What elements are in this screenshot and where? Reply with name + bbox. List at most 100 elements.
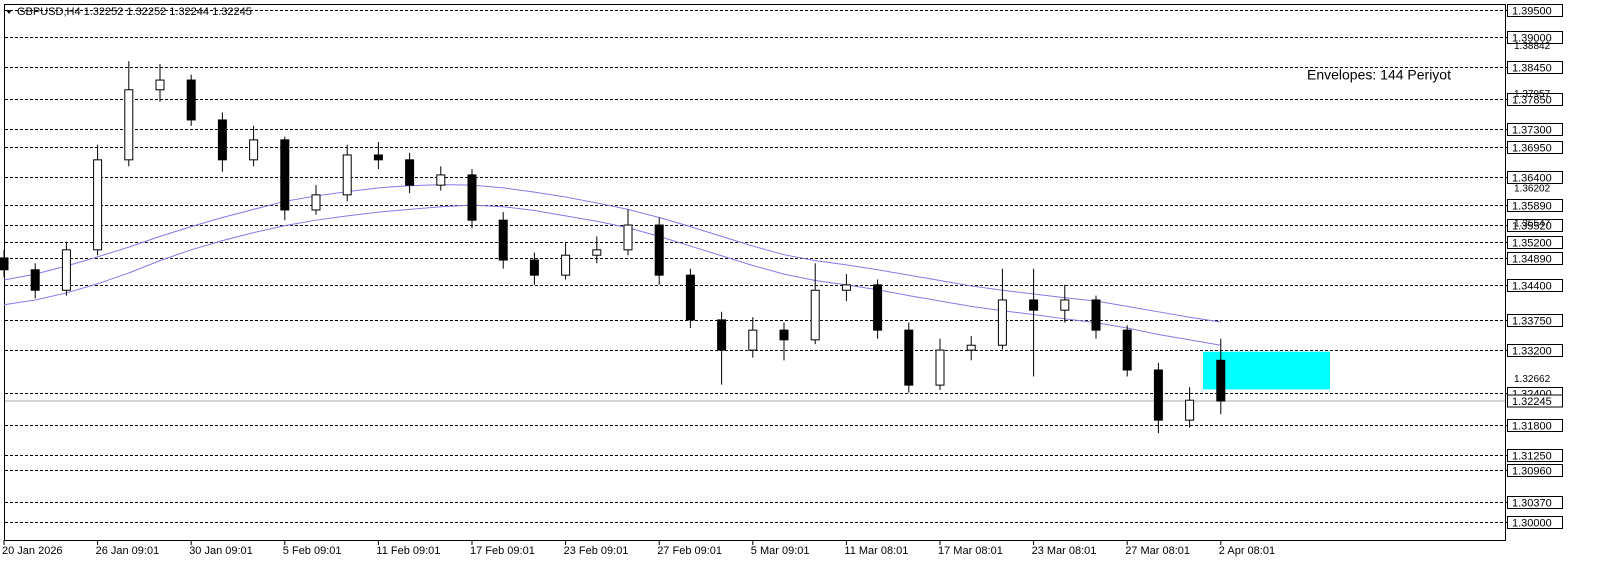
y-label-box xyxy=(1507,344,1563,357)
candle-body xyxy=(436,174,446,186)
candle-body xyxy=(561,254,571,276)
y-tick-label: 1.30370 xyxy=(1512,497,1552,509)
candle-body xyxy=(1153,369,1163,421)
y-label-box xyxy=(1507,516,1563,529)
envelope-line xyxy=(3,184,1221,323)
y-label-box xyxy=(1507,314,1563,327)
y-tick-label: 1.39500 xyxy=(1512,5,1552,17)
candle-body xyxy=(93,159,103,251)
y-label-box xyxy=(1507,141,1563,154)
y-tick-label: 1.30960 xyxy=(1512,465,1552,477)
candle-body xyxy=(810,289,820,341)
candle-body xyxy=(61,249,71,291)
y-label-box xyxy=(1507,123,1563,136)
candle-body xyxy=(30,269,40,291)
y-label-box xyxy=(1507,279,1563,292)
candle-body xyxy=(623,224,633,251)
candle-body xyxy=(717,319,727,351)
price-label: 1.32662 xyxy=(1514,374,1551,385)
y-label-box xyxy=(1507,219,1563,232)
y-label-box xyxy=(1507,93,1563,106)
candle-body xyxy=(1060,299,1070,311)
x-tick-label: 23 Feb 09:01 xyxy=(564,545,629,557)
y-tick-label: 1.38450 xyxy=(1512,62,1552,74)
candle-body xyxy=(373,154,383,161)
candle-body xyxy=(1091,299,1101,331)
envelope-line xyxy=(3,204,1221,346)
candle-body xyxy=(311,194,321,211)
candle-body xyxy=(0,257,9,271)
candle-body xyxy=(498,219,508,261)
price-label: 1.35547 xyxy=(1514,219,1551,230)
y-tick-label: 1.35520 xyxy=(1512,220,1552,232)
x-tick-label: 11 Mar 08:01 xyxy=(844,545,908,557)
y-tick-label: 1.34400 xyxy=(1512,280,1552,292)
candle-body xyxy=(529,259,539,276)
candle-body xyxy=(280,139,290,211)
y-tick-label: 1.39000 xyxy=(1512,32,1552,44)
x-tick-label: 11 Feb 09:01 xyxy=(376,545,440,557)
candle-body xyxy=(1029,299,1039,311)
x-tick-label: 27 Mar 08:01 xyxy=(1125,545,1190,557)
candle-body xyxy=(966,344,976,351)
candle-body xyxy=(405,159,415,186)
chart-title: GBPUSD,H4 1.32252 1.32252 1.32244 1.3224… xyxy=(17,6,252,18)
candle-body xyxy=(592,249,602,256)
candle-body xyxy=(873,284,883,331)
y-label-box xyxy=(1507,419,1563,432)
x-tick-label: 30 Jan 09:01 xyxy=(189,545,253,557)
current-price-label: 1.32245 xyxy=(1512,396,1552,408)
price-label: 1.38842 xyxy=(1514,41,1551,52)
y-label-box xyxy=(1507,171,1563,184)
x-tick-label: 17 Feb 09:01 xyxy=(470,545,535,557)
x-tick-label: 5 Feb 09:01 xyxy=(283,545,342,557)
candle-body xyxy=(155,79,165,91)
y-tick-label: 1.37850 xyxy=(1512,94,1552,106)
x-tick-label: 2 Apr 08:01 xyxy=(1219,545,1275,557)
candle-body xyxy=(654,224,664,276)
candle-body xyxy=(1122,329,1132,371)
candle-body xyxy=(685,274,695,321)
candle-body xyxy=(997,299,1007,346)
candle-body xyxy=(779,329,789,341)
indicator-annotation: Envelopes: 144 Periyot xyxy=(1307,67,1451,83)
y-tick-label: 1.36400 xyxy=(1512,172,1552,184)
y-tick-label: 1.35200 xyxy=(1512,237,1552,249)
price-label: 1.37957 xyxy=(1514,89,1551,100)
candle-body xyxy=(1185,399,1195,421)
candle-body xyxy=(841,284,851,291)
y-label-box xyxy=(1507,449,1563,462)
candle-body xyxy=(124,89,134,161)
candle-body xyxy=(217,119,227,161)
candle-body xyxy=(1216,359,1226,402)
price-label: 1.36202 xyxy=(1514,183,1551,194)
x-tick-label: 23 Mar 08:01 xyxy=(1032,545,1097,557)
y-tick-label: 1.34890 xyxy=(1512,253,1552,265)
y-label-box xyxy=(1507,236,1563,249)
y-tick-label: 1.37300 xyxy=(1512,124,1552,136)
y-label-box xyxy=(1507,199,1563,212)
x-tick-label: 17 Mar 08:01 xyxy=(938,545,1003,557)
x-tick-label: 5 Mar 09:01 xyxy=(751,545,810,557)
y-label-box xyxy=(1507,61,1563,74)
current-price-box xyxy=(1507,394,1563,408)
y-label-box xyxy=(1507,252,1563,265)
y-tick-label: 1.33750 xyxy=(1512,315,1552,327)
y-label-box xyxy=(1507,31,1563,44)
y-label-box xyxy=(1507,4,1563,17)
y-label-box xyxy=(1507,496,1563,509)
x-tick-label: 26 Jan 09:01 xyxy=(96,545,160,557)
candle-body xyxy=(186,79,196,121)
y-tick-label: 1.36950 xyxy=(1512,142,1552,154)
y-tick-label: 1.30000 xyxy=(1512,517,1552,529)
candle-body xyxy=(748,329,758,351)
y-tick-label: 1.33200 xyxy=(1512,345,1552,357)
candle-body xyxy=(935,349,945,386)
x-tick-label: 20 Jan 2026 xyxy=(2,545,63,557)
y-tick-label: 1.31800 xyxy=(1512,420,1552,432)
y-tick-label: 1.31250 xyxy=(1512,450,1552,462)
y-label-box xyxy=(1507,464,1563,477)
candle-body xyxy=(467,174,477,221)
